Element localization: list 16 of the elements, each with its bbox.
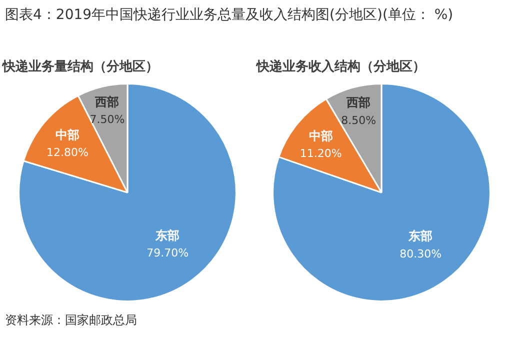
- data-label: 12.80%: [46, 146, 88, 160]
- chart-subtitle: 快递业务量结构（分地区）: [2, 58, 158, 74]
- slice-label: 中部: [308, 128, 333, 143]
- slice-label: 中部: [56, 128, 80, 142]
- slice-label: 东部: [408, 229, 433, 244]
- slice-label: 西部: [94, 95, 120, 110]
- text: 资料来源：国家邮政总局: [5, 312, 137, 329]
- slice-label: 西部: [346, 96, 371, 110]
- data-label: 11.20%: [300, 146, 342, 160]
- chart-subtitle: 快递业务收入结构（分地区）: [256, 58, 426, 74]
- data-label: 7.50%: [90, 113, 125, 126]
- chart-title: 图表4：2019年中国快递行业业务总量及收入结构图(分地区)(单位： %): [5, 6, 454, 25]
- data-label: 79.70%: [146, 246, 189, 260]
- data-label: 8.50%: [341, 114, 376, 127]
- slice-label: 东部: [154, 228, 180, 243]
- data-label: 80.30%: [400, 247, 442, 260]
